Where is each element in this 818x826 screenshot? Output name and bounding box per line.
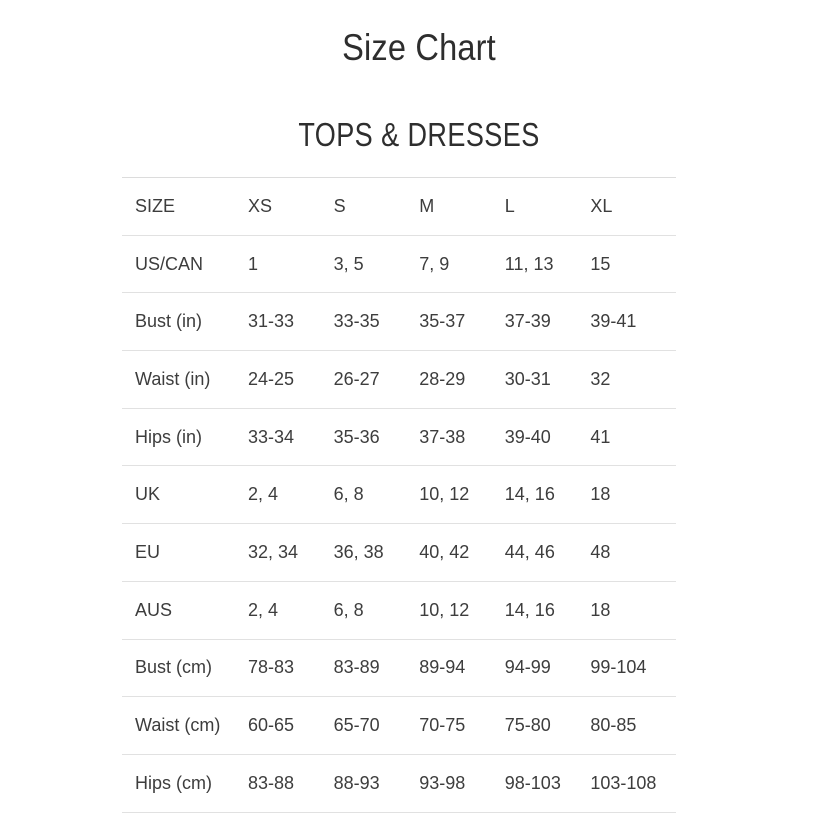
row-label: Bust (in) xyxy=(122,292,248,352)
size-chart-table: SIZE XS S M L XL US/CAN 1 3, 5 7, 9 11, … xyxy=(122,177,676,813)
table-row-us-can: US/CAN 1 3, 5 7, 9 11, 13 15 xyxy=(122,235,676,294)
column-header-m: M xyxy=(419,177,505,236)
table-cell: 6, 8 xyxy=(333,465,420,525)
table-cell: 103-108 xyxy=(590,754,676,813)
row-label: US/CAN xyxy=(122,235,248,294)
table-cell: 3, 5 xyxy=(333,235,420,294)
table-cell: 93-98 xyxy=(419,754,505,813)
row-label: Bust (cm) xyxy=(122,639,248,698)
table-cell: 10, 12 xyxy=(419,581,505,640)
table-cell: 44, 46 xyxy=(504,523,591,582)
table-cell: 24-25 xyxy=(248,350,334,409)
table-cell: 7, 9 xyxy=(419,235,505,294)
table-cell: 1 xyxy=(248,235,334,294)
table-row-bust-in: Bust (in) 31-33 33-35 35-37 37-39 39-41 xyxy=(122,292,676,352)
table-cell: 35-36 xyxy=(333,408,420,467)
table-cell: 39-40 xyxy=(504,408,591,467)
table-cell: 35-37 xyxy=(419,292,505,352)
table-cell: 39-41 xyxy=(590,292,676,352)
table-cell: 32 xyxy=(590,350,676,409)
column-header-xl: XL xyxy=(590,177,676,236)
table-cell: 14, 16 xyxy=(504,581,591,640)
column-header-xs: XS xyxy=(248,177,334,236)
table-cell: 83-88 xyxy=(248,754,334,813)
section-title: TOPS & DRESSES xyxy=(298,116,540,153)
table-cell: 70-75 xyxy=(419,696,505,755)
table-cell: 15 xyxy=(590,235,676,294)
table-row-uk: UK 2, 4 6, 8 10, 12 14, 16 18 xyxy=(122,465,676,525)
table-cell: 37-38 xyxy=(419,408,505,467)
page-title: Size Chart xyxy=(342,27,496,68)
table-cell: 26-27 xyxy=(333,350,420,409)
table-cell: 31-33 xyxy=(248,292,334,352)
table-cell: 2, 4 xyxy=(248,581,334,640)
table-row-eu: EU 32, 34 36, 38 40, 42 44, 46 48 xyxy=(122,523,676,582)
table-cell: 40, 42 xyxy=(419,523,505,582)
table-cell: 37-39 xyxy=(504,292,591,352)
row-label: Waist (in) xyxy=(122,350,248,409)
row-label: AUS xyxy=(122,581,248,640)
table-row-bust-cm: Bust (cm) 78-83 83-89 89-94 94-99 99-104 xyxy=(122,639,676,698)
table-cell: 33-34 xyxy=(248,408,334,467)
table-cell: 6, 8 xyxy=(333,581,420,640)
row-label: UK xyxy=(122,465,248,525)
row-label: EU xyxy=(122,523,248,582)
table-row-aus: AUS 2, 4 6, 8 10, 12 14, 16 18 xyxy=(122,581,676,640)
column-header-l: L xyxy=(504,177,591,236)
table-cell: 2, 4 xyxy=(248,465,334,525)
table-cell: 18 xyxy=(590,465,676,525)
table-cell: 28-29 xyxy=(419,350,505,409)
row-label: Hips (in) xyxy=(122,408,248,467)
size-chart-page: Size Chart TOPS & DRESSES SIZE XS S M L … xyxy=(0,29,818,826)
table-cell: 80-85 xyxy=(590,696,676,755)
table-cell: 36, 38 xyxy=(333,523,420,582)
table-row-waist-cm: Waist (cm) 60-65 65-70 70-75 75-80 80-85 xyxy=(122,696,676,755)
table-cell: 48 xyxy=(590,523,676,582)
table-cell: 11, 13 xyxy=(504,235,591,294)
table-row-waist-in: Waist (in) 24-25 26-27 28-29 30-31 32 xyxy=(122,350,676,409)
table-cell: 94-99 xyxy=(504,639,591,698)
page-header: Size Chart TOPS & DRESSES xyxy=(0,29,818,151)
table-cell: 83-89 xyxy=(333,639,420,698)
table-cell: 33-35 xyxy=(333,292,420,352)
table-cell: 10, 12 xyxy=(419,465,505,525)
row-label: Waist (cm) xyxy=(122,696,248,755)
table-cell: 78-83 xyxy=(248,639,334,698)
table-cell: 41 xyxy=(590,408,676,467)
table-cell: 75-80 xyxy=(504,696,591,755)
table-cell: 89-94 xyxy=(419,639,505,698)
table-row-hips-in: Hips (in) 33-34 35-36 37-38 39-40 41 xyxy=(122,408,676,467)
row-label: Hips (cm) xyxy=(122,754,248,813)
table-cell: 18 xyxy=(590,581,676,640)
table-header-row: SIZE XS S M L XL xyxy=(122,177,676,236)
table-cell: 99-104 xyxy=(590,639,676,698)
table-row-hips-cm: Hips (cm) 83-88 88-93 93-98 98-103 103-1… xyxy=(122,754,676,813)
table-cell: 30-31 xyxy=(504,350,591,409)
column-header-s: S xyxy=(333,177,420,236)
table-cell: 60-65 xyxy=(248,696,334,755)
table-cell: 65-70 xyxy=(333,696,420,755)
table-cell: 88-93 xyxy=(333,754,420,813)
table-cell: 98-103 xyxy=(504,754,591,813)
table-cell: 14, 16 xyxy=(504,465,591,525)
column-header-size: SIZE xyxy=(122,177,248,236)
table-cell: 32, 34 xyxy=(248,523,334,582)
